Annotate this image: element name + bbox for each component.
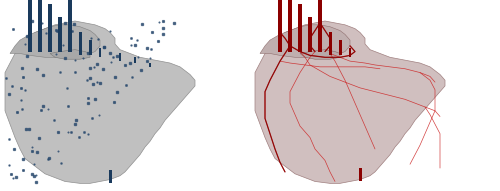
Polygon shape bbox=[255, 21, 445, 183]
Polygon shape bbox=[260, 25, 350, 57]
Bar bbox=[308, 17, 312, 52]
Bar bbox=[288, 0, 292, 52]
Polygon shape bbox=[300, 50, 340, 59]
Bar bbox=[119, 53, 121, 61]
Bar bbox=[88, 40, 92, 55]
Polygon shape bbox=[50, 50, 90, 59]
Polygon shape bbox=[5, 21, 195, 183]
Bar bbox=[28, 0, 32, 52]
Bar bbox=[278, 0, 282, 52]
Bar bbox=[149, 63, 151, 67]
Bar bbox=[58, 17, 61, 52]
Bar bbox=[134, 57, 136, 63]
Bar bbox=[328, 32, 332, 55]
Bar bbox=[349, 48, 351, 57]
Bar bbox=[99, 48, 101, 57]
Bar bbox=[78, 32, 82, 55]
Polygon shape bbox=[10, 25, 100, 57]
Bar bbox=[318, 0, 322, 52]
Bar bbox=[298, 4, 302, 52]
Bar bbox=[108, 170, 112, 183]
Bar bbox=[38, 0, 42, 52]
Bar bbox=[338, 40, 342, 55]
Bar bbox=[48, 4, 52, 52]
Bar bbox=[358, 168, 362, 181]
Bar bbox=[68, 0, 72, 52]
